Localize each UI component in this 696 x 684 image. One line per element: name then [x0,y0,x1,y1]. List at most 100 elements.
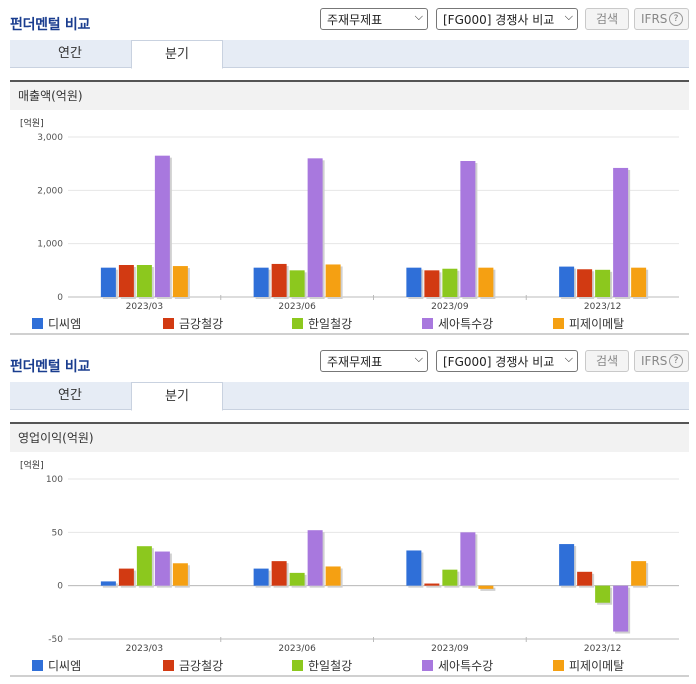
legend-label: 한일철강 [308,659,353,673]
peer-group-select[interactable]: [FG000] 경쟁사 비교 ⌵ [436,350,578,372]
x-tick-label: 2023/03 [126,644,163,654]
legend-swatch [422,660,433,671]
bar [325,264,341,297]
bar [406,267,422,297]
revenue-bar-chart: [억원] 0 1,000 2,000 3,000 2023/03 2023/06 2023/0… [20,117,679,312]
bar [271,561,287,586]
statement-select-value: 주재무제표 [327,355,383,369]
legend-item[interactable]: 피제이메탈 [553,657,624,674]
legend-label: 한일철강 [308,317,353,331]
bar [424,270,440,297]
bar [118,265,134,297]
legend-item[interactable]: 한일철강 [292,657,352,674]
bar [271,263,287,297]
tab-annual[interactable]: 연간 [58,388,82,403]
question-circle-icon[interactable]: ? [669,12,683,26]
x-tick-label: 2023/06 [278,302,316,312]
chart-legend: 디씨엠 금강철강 한일철강 세아특수강 피제이메탈 [10,313,689,335]
bar [460,532,476,586]
legend-item[interactable]: 피제이메탈 [553,315,624,332]
search-button[interactable]: 검색 [585,8,629,30]
y-tick-label: -50 [48,635,63,645]
bar [289,572,305,586]
bar [595,585,611,603]
ifrs-label: IFRS [641,12,668,26]
fundamental-panel-operating-profit: 펀더멘털 비교 주재무제표 ⌵ [FG000] 경쟁사 비교 ⌵ 검색 IFRS? … [0,342,696,684]
peer-group-select-value: [FG000] 경쟁사 비교 [443,13,555,27]
legend-label: 디씨엠 [48,317,82,331]
panel-title: 펀더멘털 비교 [10,17,91,33]
x-tick-label: 2023/09 [431,302,469,312]
legend-label: 세아특수강 [438,659,494,673]
chevron-down-icon: ⌵ [414,352,423,365]
legend-swatch [553,318,564,329]
chart-legend: 디씨엠 금강철강 한일철강 세아특수강 피제이메탈 [10,655,689,677]
y-unit-label: [억원] [20,459,44,471]
bar [631,561,647,586]
bar-shadow [480,587,496,591]
legend-item[interactable]: 세아특수강 [422,657,493,674]
bar [100,581,116,586]
legend-label: 디씨엠 [48,659,82,673]
bar [424,583,440,586]
bar [613,167,629,297]
y-tick-label: 0 [57,293,63,303]
legend-label: 금강철강 [179,317,224,331]
bar [559,544,575,586]
y-tick-label: 50 [52,528,64,538]
bar [478,267,494,297]
peer-group-select[interactable]: [FG000] 경쟁사 비교 ⌵ [436,8,578,30]
operating-profit-bar-chart: [억원] -50 0 50 100 2023/03 2023/06 2023/09 2023/1… [20,459,679,654]
period-tabs: 연간 분기 [10,382,689,411]
chevron-down-icon: ⌵ [564,10,573,23]
bar [253,267,269,297]
y-tick-label: 1,000 [37,240,63,250]
y-tick-label: 3,000 [37,133,63,143]
search-button[interactable]: 검색 [585,350,629,372]
tab-quarterly[interactable]: 분기 [131,40,223,69]
ifrs-label: IFRS [641,354,668,368]
question-circle-icon[interactable]: ? [669,354,683,368]
bar [307,158,323,297]
x-tick-label: 2023/06 [278,644,316,654]
legend-swatch [32,660,43,671]
y-unit-label: [억원] [20,117,44,129]
ifrs-button[interactable]: IFRS? [634,8,689,30]
legend-swatch [292,318,303,329]
peer-group-select-value: [FG000] 경쟁사 비교 [443,355,555,369]
ifrs-button[interactable]: IFRS? [634,350,689,372]
legend-swatch [32,318,43,329]
legend-label: 세아특수강 [438,317,494,331]
legend-item[interactable]: 디씨엠 [32,657,81,674]
bar [289,270,305,297]
tab-annual[interactable]: 연간 [58,46,82,61]
bar [442,268,458,297]
bar [577,269,593,297]
bar [154,551,170,586]
legend-item[interactable]: 세아특수강 [422,315,493,332]
legend-swatch [163,660,174,671]
statement-select[interactable]: 주재무제표 ⌵ [320,8,428,30]
legend-item[interactable]: 디씨엠 [32,315,81,332]
bar [595,269,611,297]
bar [100,267,116,297]
legend-item[interactable]: 한일철강 [292,315,352,332]
bar [406,550,422,586]
chevron-down-icon: ⌵ [564,352,573,365]
legend-label: 피제이메탈 [569,659,625,673]
bar [307,530,323,586]
legend-swatch [163,318,174,329]
statement-select[interactable]: 주재무제표 ⌵ [320,350,428,372]
legend-item[interactable]: 금강철강 [163,315,223,332]
panel-header: 펀더멘털 비교 주재무제표 ⌵ [FG000] 경쟁사 비교 ⌵ 검색 IFRS? [0,0,696,38]
bar [460,161,476,297]
legend-label: 피제이메탈 [569,317,625,331]
bar [577,571,593,586]
statement-select-value: 주재무제표 [327,13,383,27]
y-tick-label: 0 [57,582,63,592]
tab-quarterly[interactable]: 분기 [131,382,223,411]
y-tick-label: 2,000 [37,186,63,196]
bar [325,566,341,586]
legend-item[interactable]: 금강철강 [163,657,223,674]
bar [118,568,134,586]
